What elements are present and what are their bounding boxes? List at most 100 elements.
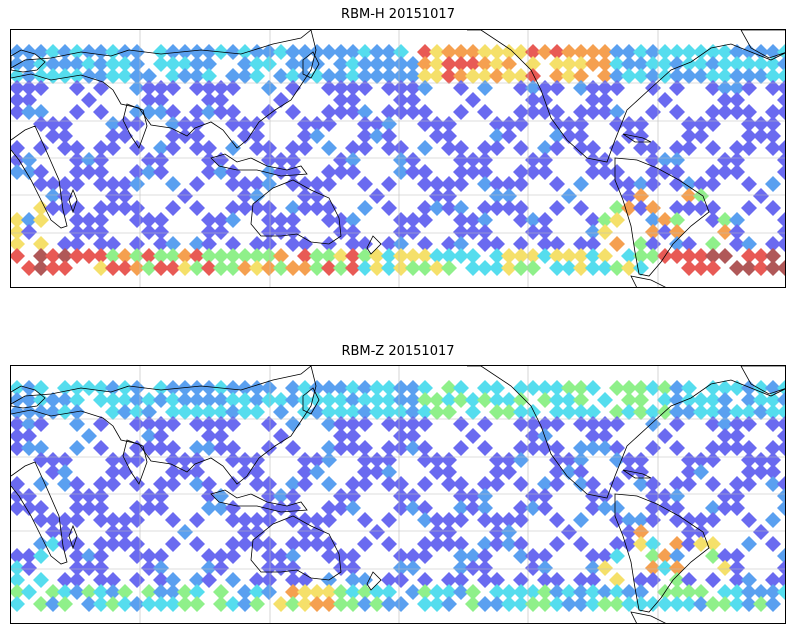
swath-cell (369, 404, 385, 420)
swath-cell (549, 56, 565, 72)
swath-cell (177, 464, 193, 480)
swath-cell (225, 212, 241, 228)
swath-cell (153, 500, 169, 516)
swath-cell (285, 440, 301, 456)
swath-cell (489, 248, 505, 264)
swath-cell (165, 236, 181, 252)
swath-cell (345, 548, 361, 564)
swath-cell (633, 404, 649, 420)
swath-cell (201, 392, 217, 408)
swath-cell (153, 212, 169, 228)
swath-cell (321, 500, 337, 516)
swath-cell (549, 512, 565, 528)
swath-cell (105, 188, 121, 204)
swath-cell (693, 584, 709, 600)
swath-cell (429, 536, 445, 552)
swath-cell (705, 512, 721, 528)
swath-cell (717, 584, 733, 600)
swath-cell (585, 560, 601, 576)
swath-cell (285, 152, 301, 168)
swath-cell (189, 104, 205, 120)
swath-cell (261, 56, 277, 72)
swath-cell (441, 188, 457, 204)
swath-cell (681, 236, 697, 252)
swath-cell (33, 80, 49, 96)
swath-cell (117, 248, 133, 264)
swath-cell (249, 140, 265, 156)
panel-title-bottom: RBM-Z 20151017 (341, 344, 455, 359)
swath-cell (621, 536, 637, 552)
swath-cell (249, 176, 265, 192)
swath-cell (453, 152, 469, 168)
swath-cell (417, 212, 433, 228)
swath-cell (285, 584, 301, 600)
swath-cell (81, 56, 97, 72)
swath-cell (477, 572, 493, 588)
swath-cell (405, 500, 421, 516)
swath-cell (333, 224, 349, 240)
swath-cell (477, 200, 493, 216)
swath-cell (129, 68, 145, 84)
swath-cell (573, 512, 589, 528)
swath-cell (705, 440, 721, 456)
swath-cell (105, 596, 121, 612)
swath-cell (69, 560, 85, 576)
coastline-indonesia (210, 489, 308, 513)
swath-cell (141, 548, 157, 564)
swath-cell (297, 476, 313, 492)
swath-cell (45, 68, 61, 84)
swath-cell (633, 200, 649, 216)
swath-cell (285, 500, 301, 516)
swath-cell (237, 524, 253, 540)
swath-cell (333, 104, 349, 120)
swath-cell (69, 440, 85, 456)
swath-cell (573, 572, 589, 588)
swath-cell (285, 572, 301, 588)
swath-cell (777, 224, 785, 240)
swath-cell (465, 224, 481, 240)
swath-cell (573, 104, 589, 120)
swath-cell (429, 56, 445, 72)
swath-cell (165, 140, 181, 156)
swath-cell (573, 440, 589, 456)
swath-cell (69, 212, 85, 228)
swath-cell (321, 104, 337, 120)
swath-cell (561, 68, 577, 84)
swath-cell (573, 56, 589, 72)
swath-cell (93, 56, 109, 72)
swath-cell (597, 224, 613, 240)
swath-cell (585, 164, 601, 180)
swath-cell (417, 80, 433, 96)
swath-cell (621, 176, 637, 192)
swath-cell (741, 80, 757, 96)
swath-cell (165, 104, 181, 120)
swath-cell (309, 596, 325, 612)
swath-cell (105, 200, 121, 216)
swath-cell (525, 488, 541, 504)
swath-cell (621, 128, 637, 144)
swath-cell (453, 104, 469, 120)
swath-cell (369, 128, 385, 144)
swath-cell (249, 476, 265, 492)
swath-cell (609, 200, 625, 216)
swath-cell (441, 512, 457, 528)
swath-cell (765, 80, 781, 96)
swath-cell (201, 428, 217, 444)
swath-cell (57, 452, 73, 468)
swath-cell (165, 80, 181, 96)
swath-cell (117, 56, 133, 72)
swath-cell (201, 92, 217, 108)
swath-cell (393, 212, 409, 228)
swath-cell (321, 512, 337, 528)
swath-cell (213, 584, 229, 600)
swath-cell (669, 548, 685, 564)
swath-cell (129, 44, 145, 60)
swath-cell (165, 512, 181, 528)
swath-cell (489, 44, 505, 60)
swath-cell (645, 488, 661, 504)
swath-cell (297, 116, 313, 132)
swath-cell (165, 392, 181, 408)
swath-cell (477, 380, 493, 396)
swath-cell (573, 128, 589, 144)
swath-cell (381, 68, 397, 84)
